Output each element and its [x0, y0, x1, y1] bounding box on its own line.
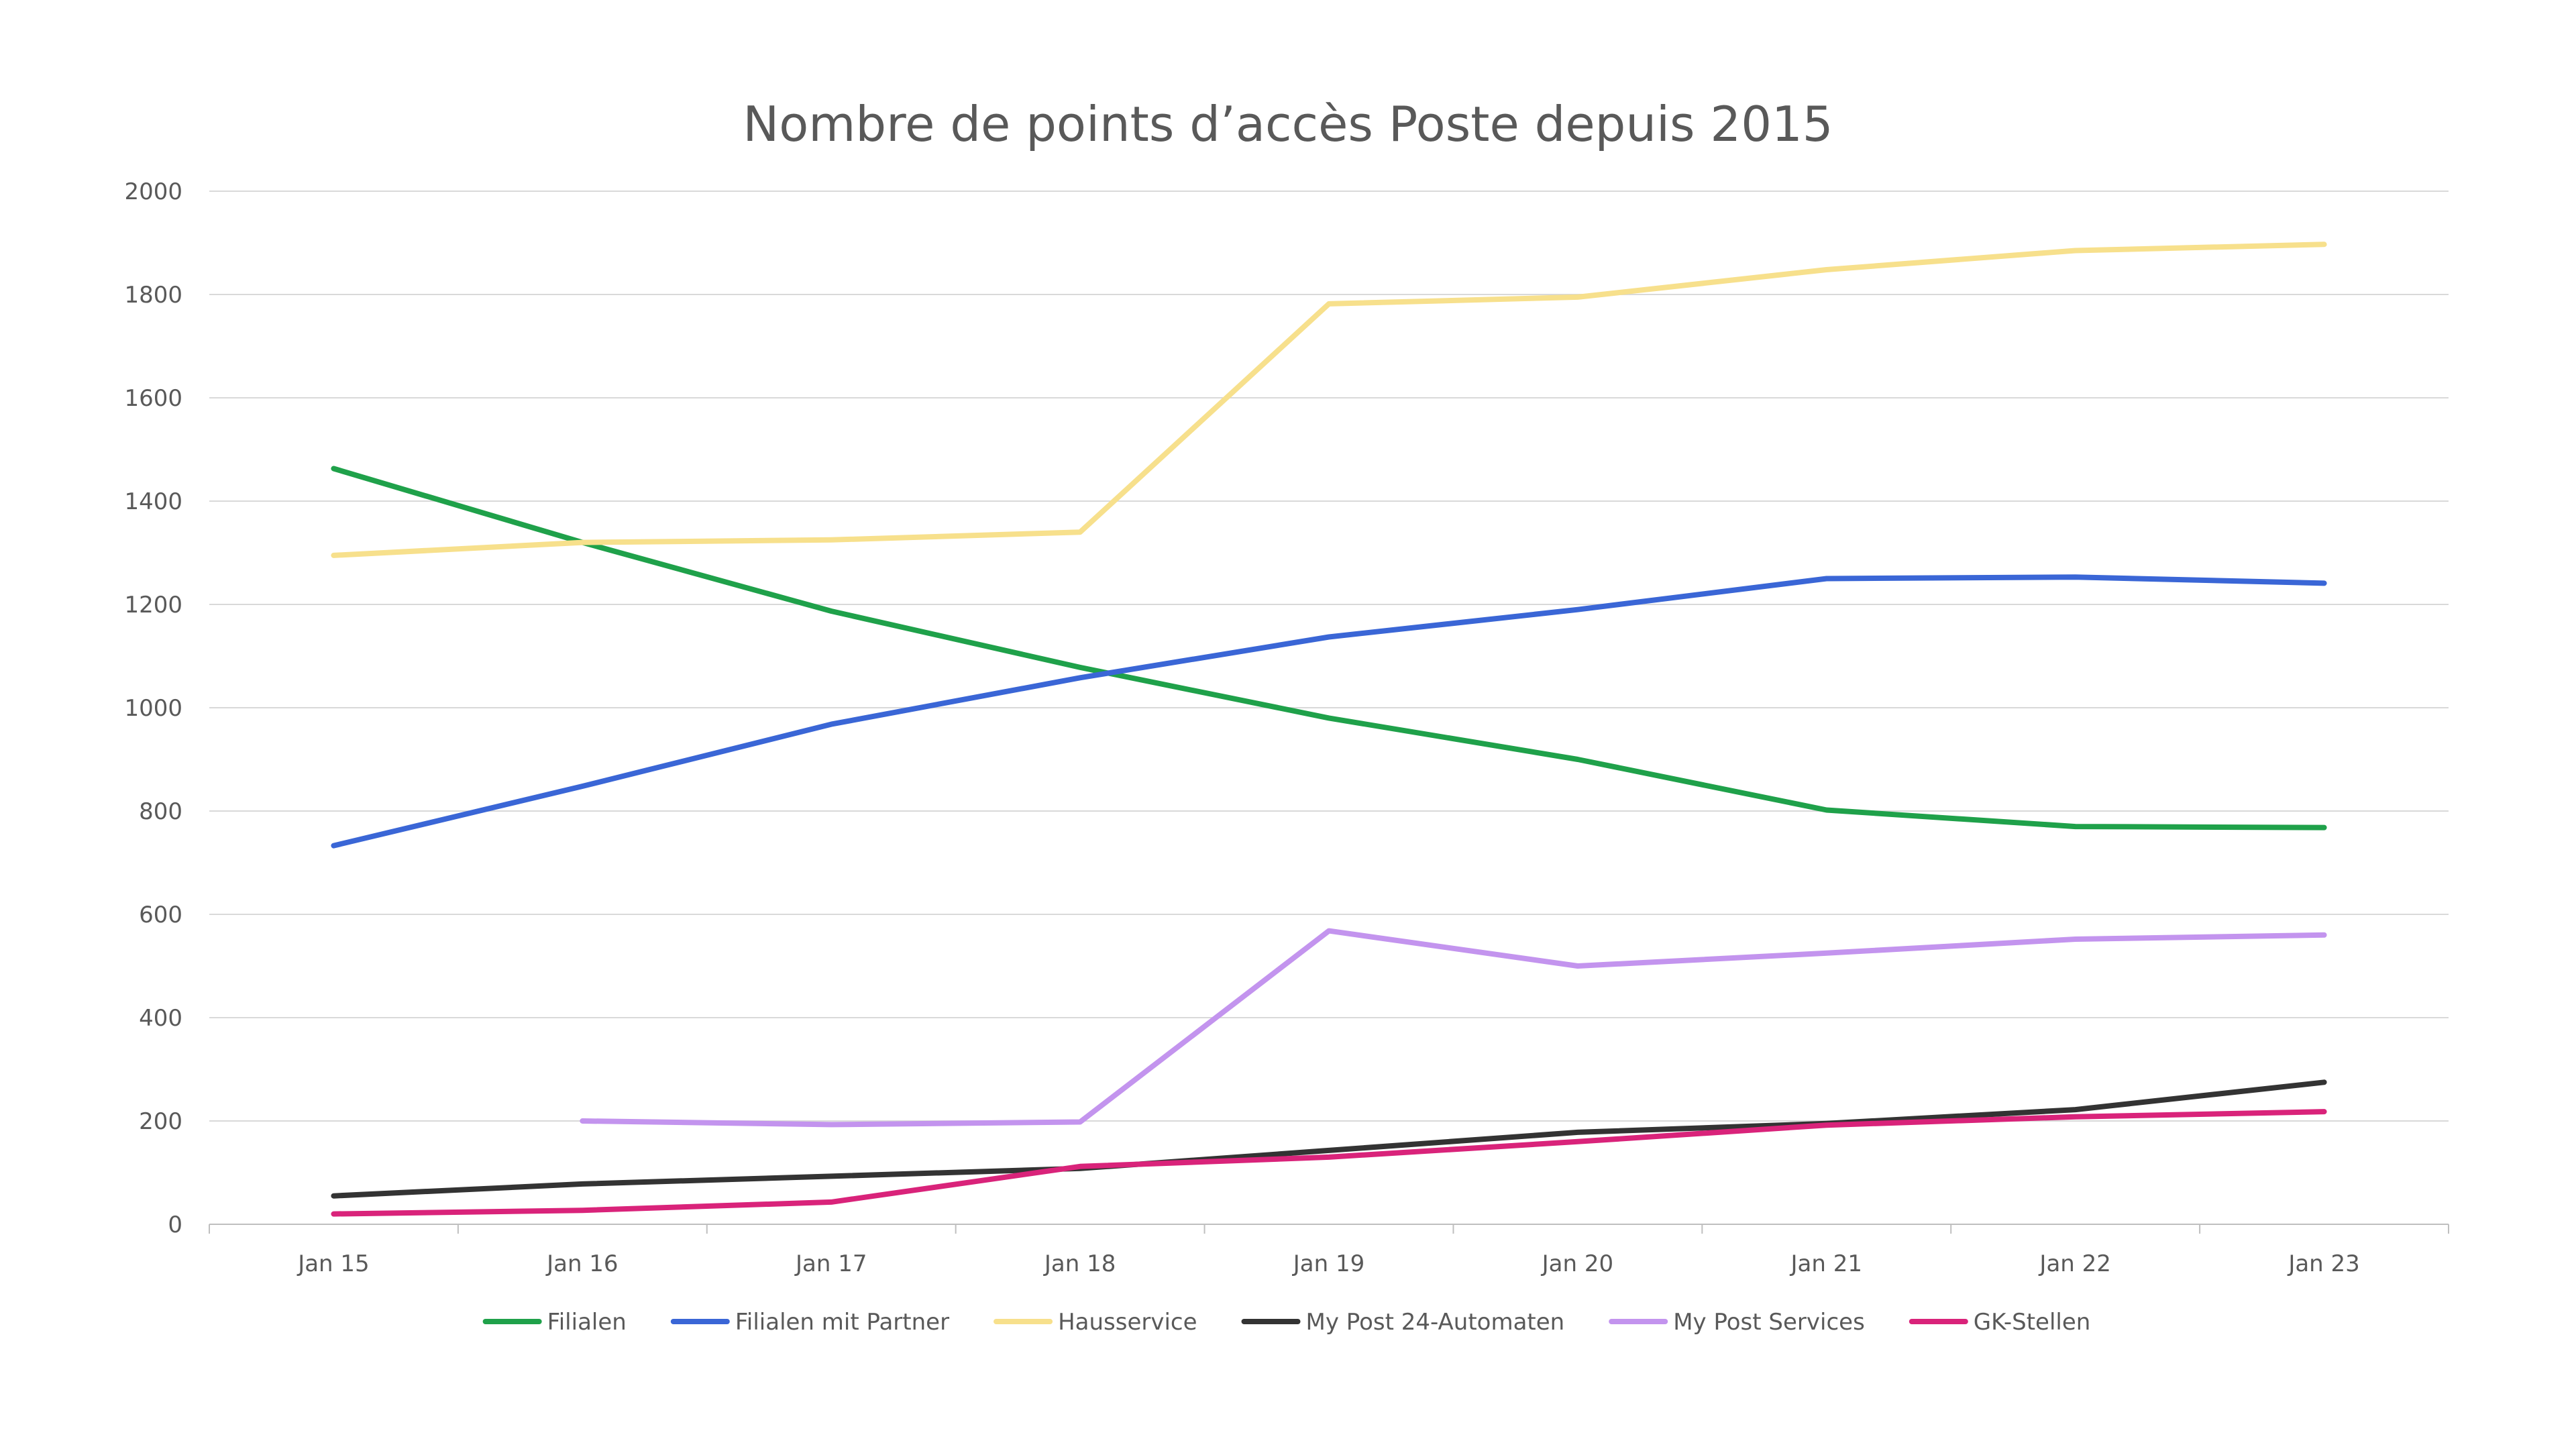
y-tick-labels: 0 200 400 600 800 1000 1200 1400 1600 1800 2000 [124, 178, 182, 1238]
legend-label: My Post Services [1673, 1309, 1865, 1336]
x-tick-label: Jan 16 [545, 1250, 618, 1277]
x-tick-label: Jan 22 [2038, 1250, 2110, 1277]
series-line-my-post-24-automaten [331, 1079, 2327, 1199]
x-tick-label: Jan 23 [2287, 1250, 2359, 1277]
grid-lines [209, 191, 2449, 1122]
series-line-my-post-services [580, 928, 2327, 1128]
legend-item: My Post Services [1609, 1309, 1865, 1336]
x-tick-label: Jan 15 [297, 1250, 369, 1277]
legend-label: GK-Stellen [1974, 1309, 2091, 1336]
legend-label: Filialen [547, 1309, 627, 1336]
legend-label: Hausservice [1058, 1309, 1197, 1336]
legend-item: Filialen mit Partner [670, 1309, 949, 1336]
y-tick-label: 1800 [124, 282, 182, 309]
x-tick-label: Jan 21 [1790, 1250, 1862, 1277]
y-tick-label: 1400 [124, 488, 182, 515]
legend: Filialen Filialen mit Partner Hausservice M… [482, 1309, 2091, 1336]
x-tick-label: Jan 19 [1292, 1250, 1364, 1277]
y-tick-label: 600 [139, 902, 182, 928]
x-tick-labels: Jan 15 Jan 16 Jan 17 Jan 18 Jan 19 Jan 20 Jan … [297, 1250, 2360, 1277]
y-tick-label: 1000 [124, 695, 182, 722]
legend-item: Hausservice [994, 1309, 1197, 1336]
y-tick-label: 0 [168, 1212, 182, 1238]
series-lines [331, 241, 2327, 1217]
y-tick-label: 2000 [124, 178, 182, 205]
y-tick-label: 400 [139, 1005, 182, 1032]
x-tick-label: Jan 18 [1043, 1250, 1116, 1277]
y-tick-label: 200 [139, 1108, 182, 1135]
legend-label: My Post 24-Automaten [1306, 1309, 1565, 1336]
legend-label: Filialen mit Partner [735, 1309, 949, 1336]
chart-title: Nombre de points d’accès Poste depuis 20… [743, 96, 1833, 152]
y-tick-label: 1200 [124, 592, 182, 619]
series-line-filialen-mit-partner [331, 574, 2327, 849]
legend-item: My Post 24-Automaten [1241, 1309, 1565, 1336]
y-tick-label: 1600 [124, 385, 182, 412]
legend-item: Filialen [482, 1309, 627, 1336]
x-tick-label: Jan 17 [794, 1250, 867, 1277]
y-tick-label: 800 [139, 798, 182, 825]
axes [209, 1224, 2449, 1234]
series-line-gk-stellen [331, 1109, 2327, 1217]
series-line-filialen [331, 466, 2327, 830]
legend-item: GK-Stellen [1909, 1309, 2091, 1336]
x-tick-label: Jan 20 [1541, 1250, 1613, 1277]
series-line-hausservice [331, 241, 2327, 558]
